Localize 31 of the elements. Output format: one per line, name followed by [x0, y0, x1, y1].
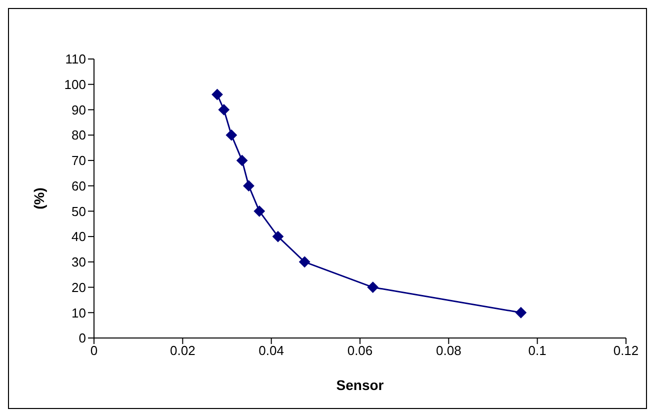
point: [243, 180, 254, 192]
x-tick-label: 0.12: [613, 343, 639, 358]
point: [218, 104, 230, 116]
y-tick-label: 40: [72, 229, 86, 244]
x-tick-label: 0.04: [258, 343, 284, 358]
point: [272, 231, 284, 242]
y-tick-label: 90: [72, 102, 86, 118]
x-tick-label: 0.1: [528, 343, 546, 358]
x-tick-label: 0: [90, 343, 98, 358]
y-tick-label: 10: [72, 305, 86, 320]
y-tick-label: 20: [72, 280, 86, 295]
x-tick-label: 0.08: [436, 343, 462, 358]
y-tick-label: 0: [78, 330, 86, 346]
y-tick-label: 50: [72, 204, 86, 219]
y-axis-title: (%): [30, 188, 47, 210]
y-tick-label: 60: [72, 178, 86, 194]
x-axis-title: Sensor: [336, 377, 384, 393]
x-tick-label: 0.02: [170, 343, 196, 358]
y-tick-label: 80: [72, 128, 86, 143]
y-tick-label: 110: [65, 52, 86, 67]
point: [226, 130, 237, 141]
point: [515, 307, 526, 318]
x-tick-label: 0.06: [347, 343, 373, 358]
point: [212, 89, 223, 100]
point: [254, 206, 265, 217]
y-tick-label: 70: [72, 153, 86, 168]
y-tick-label: 30: [72, 254, 86, 270]
point: [367, 282, 378, 293]
y-tick-label: 100: [64, 76, 86, 92]
point: [299, 256, 310, 268]
point: [236, 154, 248, 166]
